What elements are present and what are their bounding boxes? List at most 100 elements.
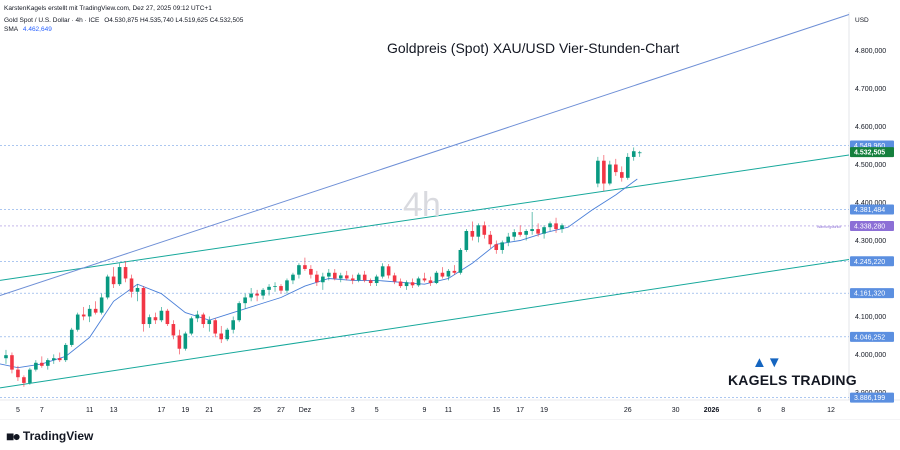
x-tick-label: 9 <box>423 407 427 414</box>
upper-line <box>0 14 850 297</box>
price-tag-label: 4.046,252 <box>854 334 885 341</box>
candle-body <box>105 276 110 298</box>
candle-body <box>75 314 80 330</box>
candle-body <box>147 317 152 325</box>
candle-body <box>434 272 439 284</box>
y-tick-label: 4.300,000 <box>855 238 886 245</box>
candle-body <box>255 293 259 296</box>
candle-body <box>422 278 427 281</box>
candle-body <box>129 278 134 292</box>
candle-body <box>596 160 600 184</box>
y-tick-label: 4.100,000 <box>855 314 886 321</box>
candle-body <box>4 355 8 359</box>
indicator-line[interactable]: SMA 4.462,649 <box>4 26 55 33</box>
candle-body <box>93 308 98 313</box>
price-tag <box>850 204 894 215</box>
candle-body <box>195 314 200 319</box>
x-tick-label: 19 <box>540 407 548 414</box>
sma-value: 4.462,649 <box>22 26 52 33</box>
currency-label: USD <box>855 17 869 24</box>
alert-note: Warnungsstrich <box>817 225 841 229</box>
channel-upper <box>0 154 850 281</box>
candle-body <box>16 369 20 378</box>
candle-body <box>46 360 50 366</box>
candle-body <box>261 289 265 296</box>
candle-body <box>602 160 606 184</box>
candle-body <box>201 314 206 325</box>
candle-body <box>123 267 128 279</box>
tradingview-logo[interactable]: ■● TradingView <box>6 428 93 444</box>
candle-body <box>476 225 481 237</box>
candle-body <box>321 276 325 283</box>
candle-body <box>410 282 415 286</box>
candle-body <box>548 223 552 228</box>
price-tag <box>850 147 894 158</box>
candle-body <box>99 297 104 313</box>
candle-body <box>249 293 253 298</box>
candle-body <box>536 229 540 234</box>
candle-body <box>518 232 522 235</box>
x-tick-label: 12 <box>827 407 835 414</box>
channel-lower <box>0 258 850 389</box>
chart-title: Goldpreis (Spot) XAU/USD Vier-Stunden-Ch… <box>387 40 680 56</box>
candle-body <box>117 267 122 285</box>
candle-body <box>183 333 188 349</box>
ohlc-values: O4.530,875 H4.535,740 L4.519,625 C4.532,… <box>104 17 244 24</box>
candle-body <box>356 274 361 281</box>
price-tag-label: 4.245,220 <box>854 259 885 266</box>
candle-body <box>440 272 445 277</box>
candle-body <box>374 276 379 284</box>
candle-body <box>309 268 313 275</box>
candle-body <box>87 308 92 317</box>
symbol-name[interactable]: Gold Spot / U.S. Dollar · 4h · ICE <box>4 17 100 24</box>
candle-body <box>285 280 289 291</box>
candle-body <box>231 320 235 330</box>
x-tick-label: 11 <box>86 407 93 414</box>
price-tag <box>850 288 894 299</box>
candle-body <box>273 286 277 287</box>
price-tag <box>850 392 894 403</box>
candle-body <box>368 280 373 284</box>
price-tag-label: 4.161,320 <box>854 291 885 298</box>
candle-body <box>338 275 343 279</box>
candle-body <box>40 362 44 366</box>
price-tag <box>850 220 894 231</box>
price-tag-label: 4.381,484 <box>854 207 885 214</box>
candle-body <box>494 244 499 250</box>
footer <box>0 420 900 450</box>
candle-body <box>637 152 642 154</box>
candle-body <box>530 229 534 231</box>
candle-body <box>542 227 546 234</box>
candle-body <box>57 358 62 361</box>
candle-body <box>177 335 182 349</box>
sma-label: SMA <box>4 26 19 33</box>
x-tick-label: 25 <box>253 407 261 414</box>
candle-body <box>111 276 116 285</box>
candle-body <box>315 274 319 283</box>
time-axis[interactable]: 5 7 11 13 17 19 21 25 27 Dez 3 5 9 11 15 17 19 26 30 2026 6 8… <box>16 407 835 414</box>
candle-body <box>141 287 146 325</box>
candle-body <box>452 270 457 273</box>
candle-body <box>135 287 140 292</box>
candle-body <box>524 230 528 235</box>
candle-body <box>171 324 176 336</box>
candle-body <box>279 286 283 291</box>
price-tag <box>850 331 894 342</box>
horizontal-levels <box>0 145 849 398</box>
candle-body <box>470 230 475 237</box>
candle-body <box>213 320 218 334</box>
x-tick-label: 21 <box>205 407 213 414</box>
price-tag <box>850 256 894 267</box>
candle-body <box>189 318 194 334</box>
candle-body <box>267 286 271 290</box>
price-tag-label: 4.338,280 <box>854 223 885 230</box>
candle-body <box>464 230 469 250</box>
timeframe-watermark: 4h <box>403 186 441 224</box>
candle-body <box>153 317 158 321</box>
candle-body <box>159 310 164 321</box>
x-tick-label: 3 <box>351 407 355 414</box>
candle-body <box>488 234 493 245</box>
x-tick-label: 13 <box>110 407 118 414</box>
